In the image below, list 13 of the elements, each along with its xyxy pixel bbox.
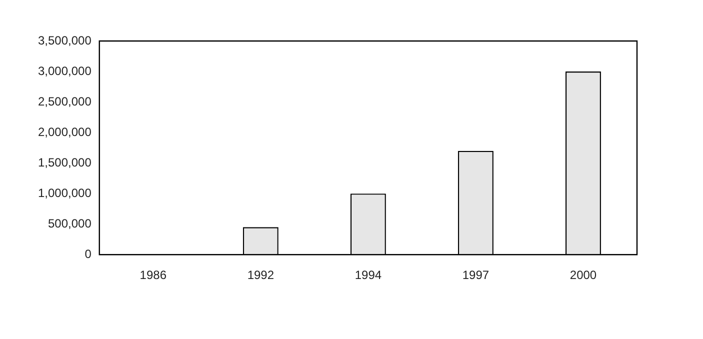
x-tick-label: 2000 [570, 268, 597, 282]
y-tick-label: 0 [84, 246, 92, 261]
y-tick-label: 3,500,000 [38, 33, 92, 48]
x-tick-label: 1994 [354, 268, 382, 282]
y-tick-label: 1,000,000 [38, 186, 92, 200]
y-tick-label: 1,500,000 [38, 155, 92, 170]
y-tick-label: 3,000,000 [38, 64, 92, 78]
y-tick-label: 500,000 [48, 216, 92, 230]
x-tick-label: 1992 [247, 268, 274, 282]
y-tick-label: 2,500,000 [38, 94, 92, 108]
y-tick-label: 2,000,000 [38, 124, 92, 139]
x-tick-label: 1986 [140, 268, 167, 282]
x-tick-label: 1997 [462, 268, 490, 282]
